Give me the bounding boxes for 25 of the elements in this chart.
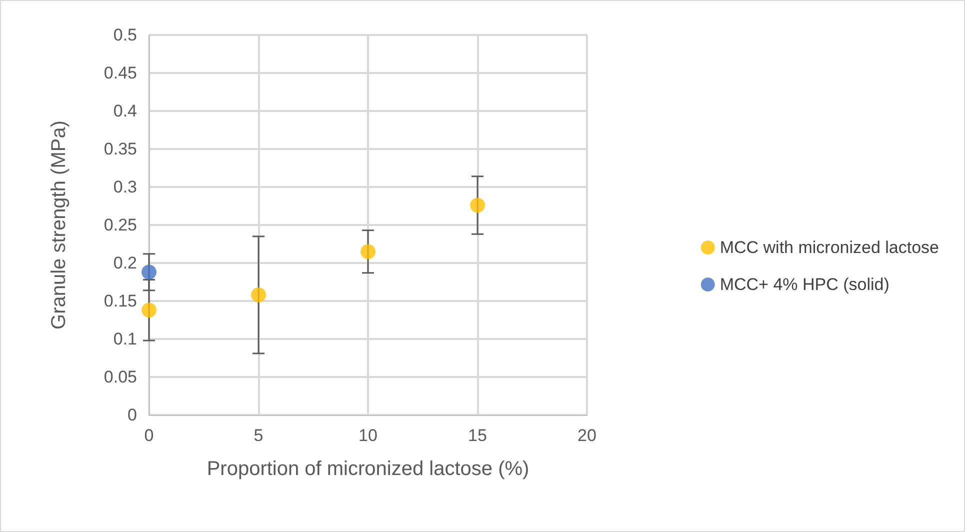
y-tick-label: 0.5 [113, 26, 137, 44]
y-axis-title: Granule strength (MPa) [48, 120, 70, 330]
point [360, 244, 376, 260]
point [470, 198, 485, 213]
x-tick-label: 15 [468, 426, 487, 445]
y-tick-label: 0.05 [104, 368, 137, 386]
y-tick-label: 0.2 [113, 254, 137, 272]
x-tick-label: 10 [358, 426, 378, 445]
point [142, 264, 156, 280]
y-tick-label: 0.35 [104, 140, 137, 158]
point [142, 302, 156, 318]
x-tick-label: 20 [578, 426, 596, 445]
y-tick-label: 0.45 [104, 64, 137, 82]
y-tick-label: 0 [128, 406, 137, 424]
y-tick-label: 0.4 [113, 102, 137, 120]
x-tick-label: 0 [144, 426, 154, 445]
legend-label: MCC with micronized lactose [720, 238, 940, 257]
y-tick-label: 0.25 [104, 216, 137, 234]
y-tick-label: 0.1 [113, 330, 137, 348]
y-tick-label: 0.15 [104, 292, 137, 310]
point [251, 287, 266, 302]
x-tick-label: 5 [254, 426, 264, 445]
legend-label: MCC+ 4% HPC (solid) [720, 275, 890, 294]
y-tick-label: 0.3 [113, 178, 137, 196]
x-axis-title: Proportion of micronized lactose (%) [206, 458, 530, 480]
